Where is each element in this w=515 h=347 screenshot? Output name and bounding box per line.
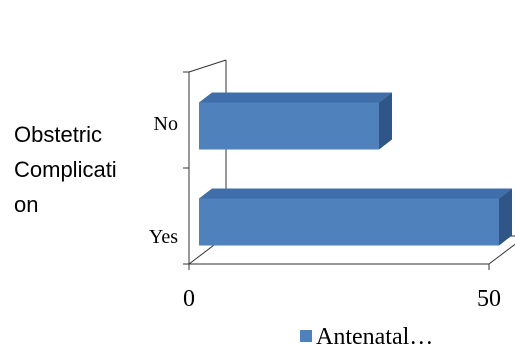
x-tick-label: 0 — [183, 286, 195, 312]
x-tick-label: 50 — [477, 286, 501, 312]
legend-label: Antenatal… — [316, 324, 433, 347]
bar-side-face — [499, 188, 512, 246]
bar-yes — [199, 198, 499, 246]
bar-no — [199, 102, 379, 150]
bar-top-face — [199, 92, 392, 103]
chart-legend: Antenatal… — [300, 324, 433, 347]
chart-labels: 0 50 Yes No — [149, 113, 501, 312]
floor-right-edge — [488, 243, 515, 265]
legend-swatch — [300, 330, 312, 342]
chart-bars — [199, 92, 512, 246]
category-label: Yes — [149, 226, 178, 248]
y-axis-label-line-3: on — [14, 192, 39, 217]
bar-side-face — [379, 92, 392, 150]
y-axis-label-line-2: Complicati — [14, 157, 117, 182]
y-axis-label-line-1: Obstetric — [14, 122, 103, 147]
top-depth-edge — [188, 59, 227, 73]
category-label: No — [154, 113, 178, 135]
bar-top-face — [199, 188, 512, 199]
